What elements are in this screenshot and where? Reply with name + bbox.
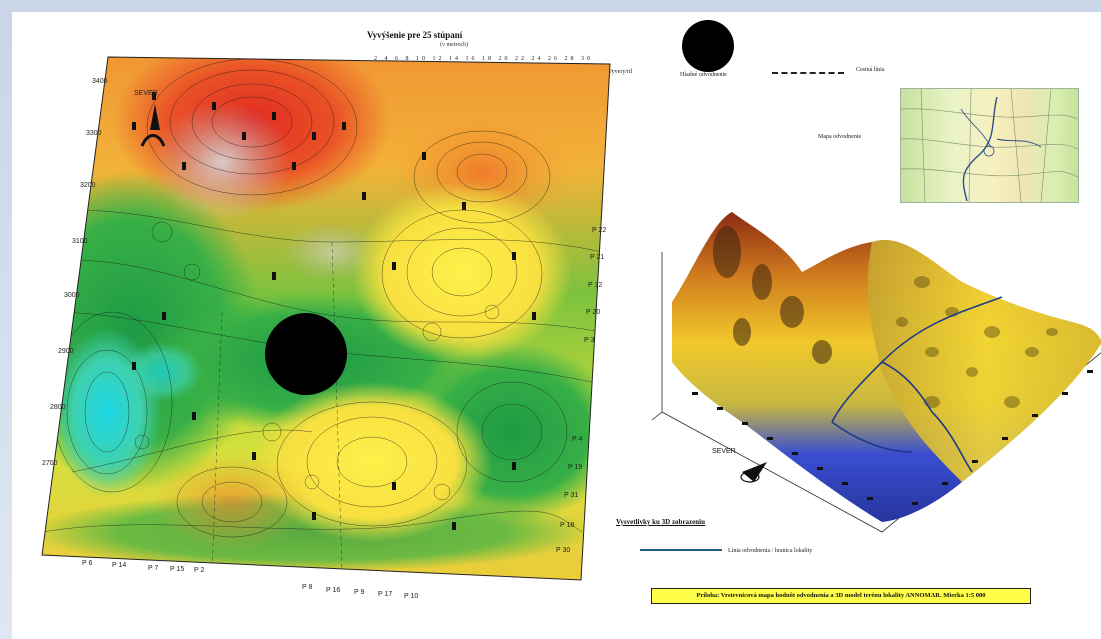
map-bottom-label: P 7	[148, 565, 159, 572]
explanation-title: Vysvetlivky ku 3D zobrazeniu	[616, 518, 706, 526]
caption-box: Príloha: Vrstevnicová mapa hodnôt odvodn…	[651, 588, 1031, 604]
legend-ticks: 2 4 6 8 10 12 14 16 18 20 22 24 26 28 30	[374, 56, 593, 62]
inset-map	[900, 88, 1079, 203]
inset-map-drawing	[900, 88, 1079, 203]
map-bottom-label: P 10	[404, 593, 419, 600]
surface-north-label: SEVER	[712, 448, 736, 455]
legend-title: Vyvýšenie pre 25 stúpaní	[367, 30, 463, 40]
map-bottom-label: P 8	[302, 584, 313, 591]
map-right-label: P 31	[564, 492, 579, 499]
inset-label: Mapa odvodnenie	[818, 134, 862, 140]
map-right-label: P 3	[584, 337, 595, 344]
map-bottom-label: P 15	[170, 566, 185, 573]
map-right-label: P 21	[590, 254, 605, 261]
terrain-3d-surface	[651, 212, 1101, 533]
explanation-line-icon	[640, 549, 722, 551]
dash-symbol-label: Cestná línia	[856, 67, 885, 73]
map-left-label: 2800	[50, 404, 66, 411]
map-right-label: P 19	[568, 464, 583, 471]
black-disc-symbol	[682, 20, 734, 72]
map-bottom-label: P 14	[112, 562, 127, 569]
dash-symbol-icon	[772, 72, 844, 74]
map-left-label: 2900	[58, 348, 74, 355]
north-arrow-icon	[150, 104, 160, 130]
map-right-label: P 18	[560, 522, 575, 529]
map-bottom-label: P 6	[82, 560, 93, 567]
contour-map	[41, 56, 611, 581]
map-right-label: P 20	[586, 309, 601, 316]
map-right-label: P 30	[556, 547, 571, 554]
map-black-disc	[265, 313, 347, 395]
map-left-label: 2700	[42, 460, 58, 467]
map-left-label: 3400	[92, 78, 108, 85]
map-right-label: P 32	[588, 282, 603, 289]
legend-subtitle: (v metroch)	[440, 42, 469, 48]
map-north-label: SEVER	[134, 90, 158, 97]
map-bottom-label: P 16	[326, 587, 341, 594]
map-bottom-label: P 2	[194, 567, 205, 574]
map-right-label: P 4	[572, 436, 583, 443]
map-bottom-label: P 9	[354, 589, 365, 596]
map-sheet: Vyvýšenie pre 25 stúpaní (v metroch) 2 4…	[12, 12, 1101, 639]
point-symbol-label: Vyvery/ril	[608, 69, 633, 75]
map-left-label: 3100	[72, 238, 88, 245]
map-right-label: P 22	[592, 227, 607, 234]
explanation-line-label: Línia odvodnenia / hranica lokality	[728, 548, 813, 554]
map-bottom-label: P 17	[378, 591, 393, 598]
map-left-label: 3300	[86, 130, 102, 137]
map-left-label: 3000	[64, 292, 80, 299]
disc-symbol-label: Hladné odvodnenie	[680, 72, 727, 78]
map-left-label: 3200	[80, 182, 96, 189]
